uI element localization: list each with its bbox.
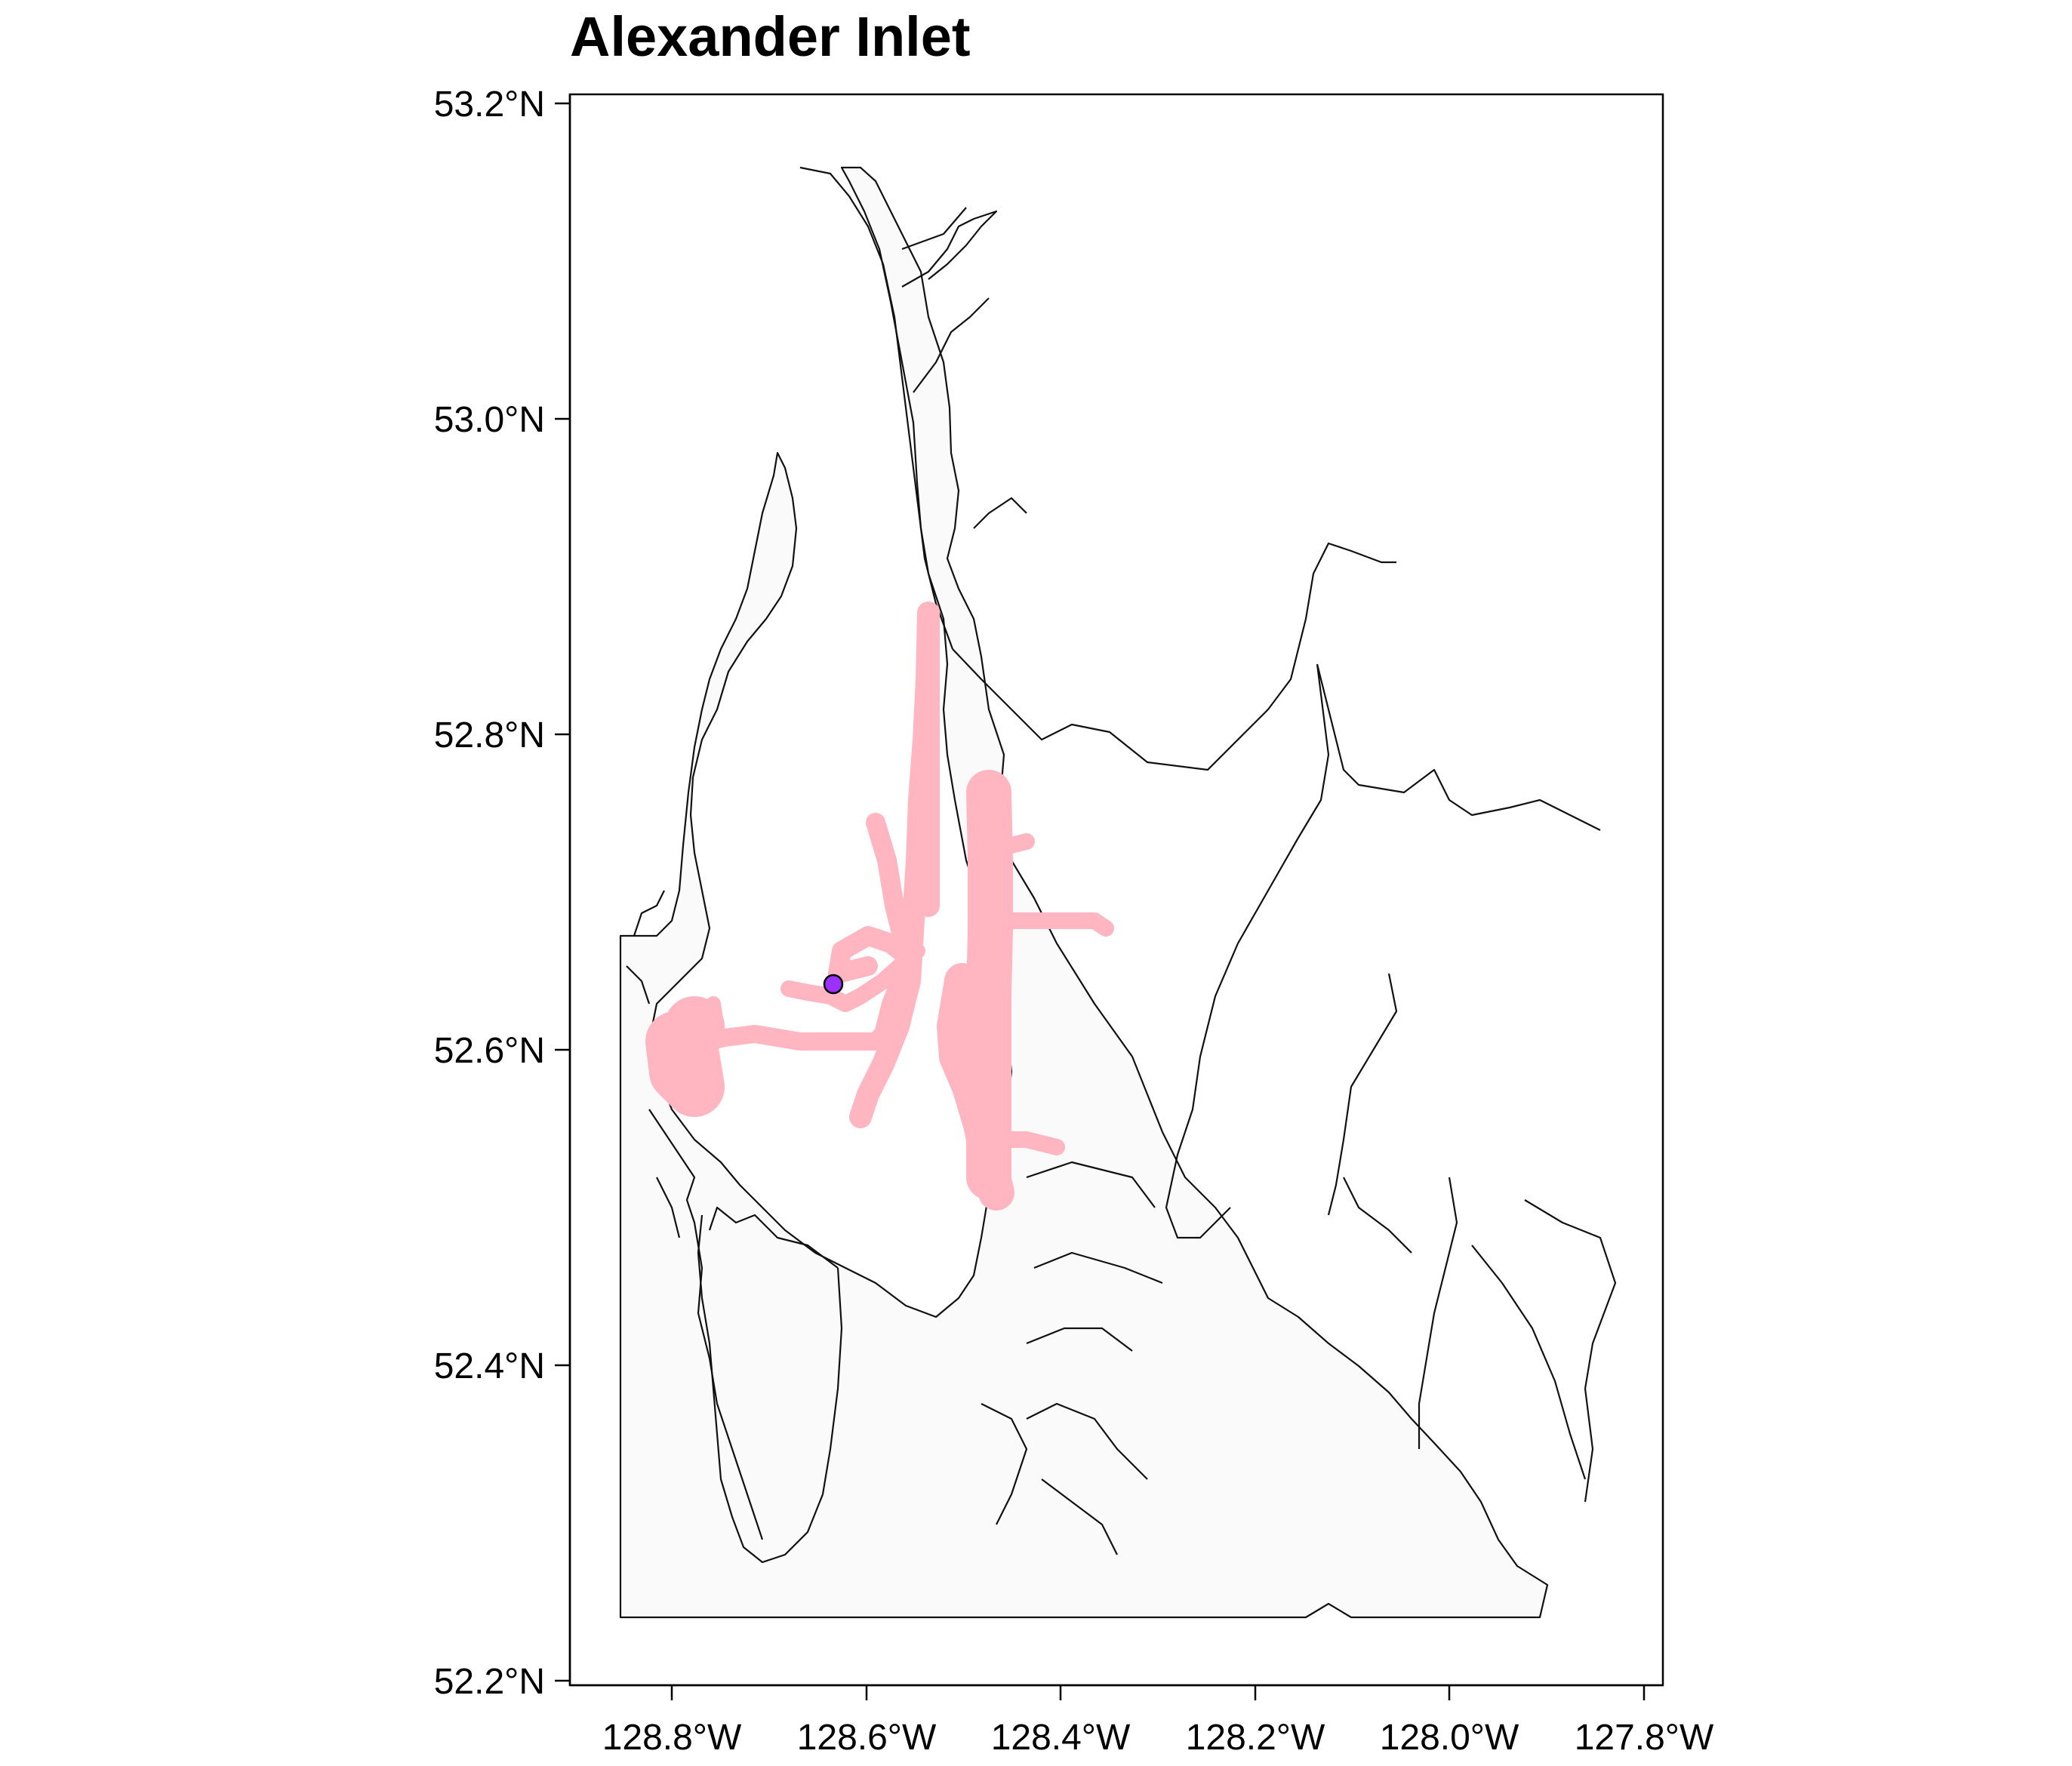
coastline-upper-branch: [901, 207, 1027, 529]
longitude-tick-label: 128.0°W: [1380, 1718, 1519, 1758]
ocean-area: [619, 166, 1549, 1619]
latitude-tick-label: 52.4°N: [434, 1346, 545, 1386]
latitude-tick-label: 53.2°N: [434, 85, 545, 125]
location-point-icon: [823, 974, 844, 995]
longitude-tick-label: 128.6°W: [797, 1718, 937, 1758]
longitude-axis: 128.8°W 128.6°W 128.4°W 128.2°W 128.0°W 127.8…: [570, 1684, 1714, 1758]
latitude-tick-label: 52.6°N: [434, 1031, 545, 1071]
coastline-northern-inlet: [799, 166, 1396, 771]
longitude-tick-label: 127.8°W: [1575, 1718, 1714, 1758]
latitude-tick-label: 52.8°N: [434, 715, 545, 755]
latitude-tick-label: 52.2°N: [434, 1662, 545, 1702]
coastline-south-peninsula: [697, 1206, 843, 1564]
latitude-axis: 53.2°N 53.0°N 52.8°N 52.6°N 52.4°N 52.2°N: [434, 85, 571, 1702]
coastline-east-arm: [1165, 663, 1601, 1239]
coastline-central-channels: [981, 1161, 1163, 1555]
coastline-southeast-channels: [1327, 973, 1617, 1503]
longitude-tick-label: 128.2°W: [1186, 1718, 1325, 1758]
coastline-west-islands: [626, 890, 764, 1540]
map-title: Alexander Inlet: [570, 5, 971, 68]
animal-track: [645, 601, 1114, 1211]
longitude-tick-label: 128.8°W: [602, 1718, 742, 1758]
longitude-tick-label: 128.4°W: [991, 1718, 1131, 1758]
latitude-tick-label: 53.0°N: [434, 400, 545, 440]
